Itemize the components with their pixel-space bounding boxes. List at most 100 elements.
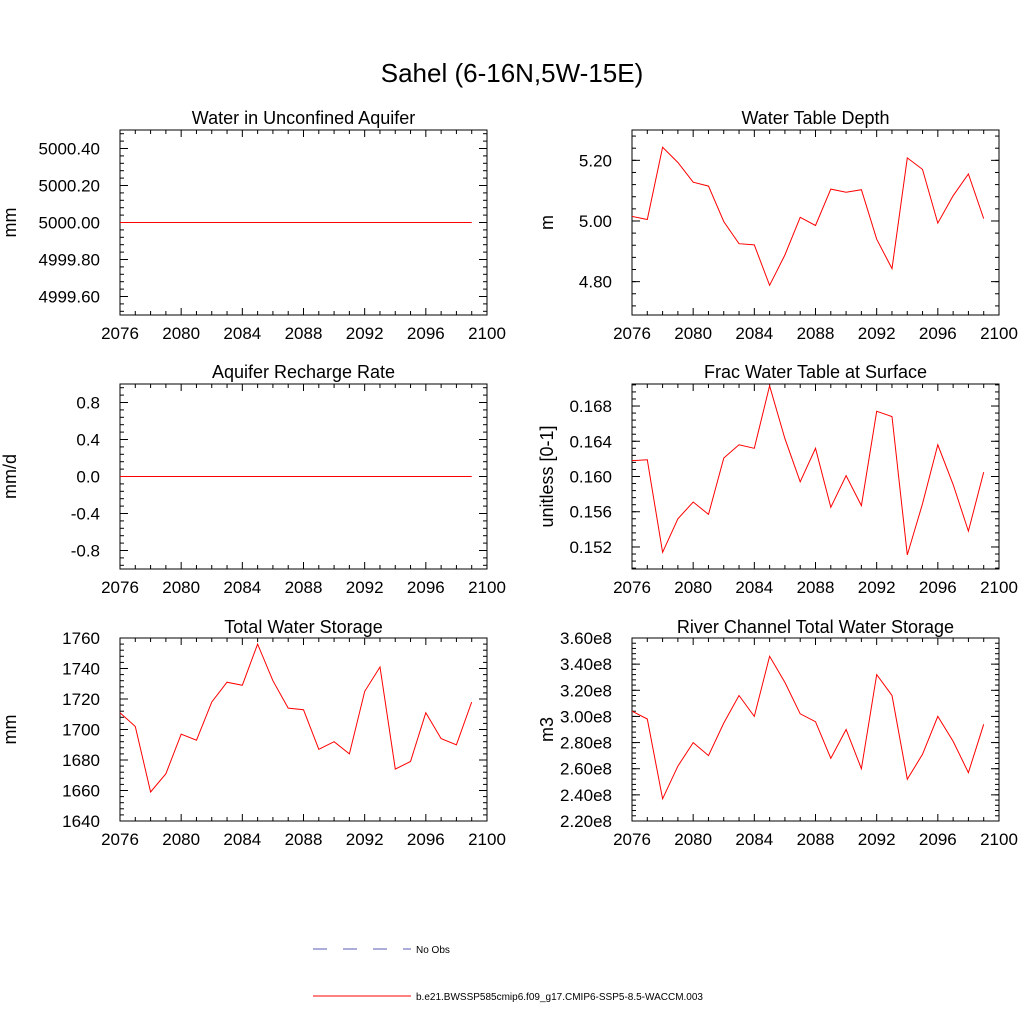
- data-point: [395, 769, 396, 770]
- y-tick-label: 5.20: [579, 151, 612, 170]
- data-point: [953, 484, 954, 485]
- y-tick-label: 4999.80: [39, 251, 100, 270]
- x-tick-label: 2076: [613, 578, 651, 597]
- data-point: [769, 656, 770, 657]
- data-point: [119, 476, 120, 477]
- data-point: [937, 444, 938, 445]
- data-point: [922, 503, 923, 504]
- series-line: [631, 654, 985, 801]
- data-point: [318, 476, 319, 477]
- data-point: [693, 501, 694, 502]
- data-point: [272, 222, 273, 223]
- data-point: [288, 708, 289, 709]
- y-tick-label: 3.00e8: [560, 707, 612, 726]
- y-tick-label: 2.60e8: [560, 760, 612, 779]
- data-point: [907, 779, 908, 780]
- data-point: [830, 758, 831, 759]
- data-point: [196, 740, 197, 741]
- data-point: [876, 239, 877, 240]
- data-point: [968, 173, 969, 174]
- data-point: [693, 742, 694, 743]
- x-tick-label: 2100: [980, 324, 1018, 343]
- data-point: [800, 481, 801, 482]
- data-point: [677, 162, 678, 163]
- x-tick-label: 2080: [674, 830, 712, 849]
- data-point: [983, 218, 984, 219]
- y-axis-title: mm: [0, 715, 20, 745]
- data-point: [968, 772, 969, 773]
- data-point: [907, 554, 908, 555]
- data-point: [288, 476, 289, 477]
- data-point: [738, 243, 739, 244]
- y-tick-label: -0.8: [71, 542, 100, 561]
- data-point: [379, 666, 380, 667]
- y-tick-label: 3.20e8: [560, 681, 612, 700]
- y-tick-label: 4999.60: [39, 288, 100, 307]
- y-axis-title: mm: [0, 208, 20, 238]
- data-point: [983, 471, 984, 472]
- legend-label-model-run: b.e21.BWSSP585cmip6.f09_g17.CMIP6-SSP5-8…: [416, 992, 703, 1003]
- data-point: [333, 222, 334, 223]
- data-point: [441, 476, 442, 477]
- plot-frame: [119, 637, 488, 822]
- y-tick-label: 0.152: [569, 538, 612, 557]
- data-point: [631, 460, 632, 461]
- data-point: [410, 476, 411, 477]
- x-tick-label: 2076: [101, 324, 139, 343]
- legend-item-no-obs: No Obs: [313, 945, 450, 956]
- data-point: [471, 222, 472, 223]
- x-tick-label: 2092: [858, 324, 896, 343]
- data-point: [647, 459, 648, 460]
- data-point: [631, 216, 632, 217]
- data-point: [333, 476, 334, 477]
- data-point: [861, 505, 862, 506]
- data-point: [441, 222, 442, 223]
- data-point: [150, 222, 151, 223]
- data-point: [815, 721, 816, 722]
- data-point: [303, 476, 304, 477]
- x-tick-label: 2100: [468, 578, 506, 597]
- data-point: [738, 695, 739, 696]
- figure-title: Sahel (6-16N,5W-15E): [381, 58, 644, 88]
- y-axis-title: m: [537, 215, 557, 230]
- x-tick-label: 2088: [797, 578, 835, 597]
- data-point: [226, 682, 227, 683]
- data-point: [754, 716, 755, 717]
- data-point: [349, 222, 350, 223]
- data-point: [631, 711, 632, 712]
- data-point: [861, 189, 862, 190]
- panel-title: Total Water Storage: [224, 617, 382, 637]
- x-tick-label: 2100: [980, 830, 1018, 849]
- panel-title: Water in Unconfined Aquifer: [192, 108, 415, 128]
- x-tick-label: 2080: [674, 578, 712, 597]
- x-tick-label: 2100: [468, 324, 506, 343]
- y-axis-title: mm/d: [0, 454, 20, 499]
- data-point: [723, 457, 724, 458]
- data-point: [784, 254, 785, 255]
- y-tick-label: 2.80e8: [560, 734, 612, 753]
- x-tick-label: 2092: [346, 324, 384, 343]
- data-point: [708, 514, 709, 515]
- data-point: [425, 476, 426, 477]
- x-tick-label: 2084: [735, 324, 773, 343]
- data-point: [425, 712, 426, 713]
- data-point: [983, 724, 984, 725]
- data-point: [165, 773, 166, 774]
- data-point: [456, 744, 457, 745]
- x-tick-label: 2084: [223, 578, 261, 597]
- data-point: [922, 754, 923, 755]
- x-tick-label: 2096: [407, 324, 445, 343]
- x-tick-label: 2084: [223, 830, 261, 849]
- x-tick-label: 2096: [407, 830, 445, 849]
- series-line: [631, 383, 985, 556]
- y-tick-label: 5000.40: [39, 140, 100, 159]
- y-tick-label: 0.4: [76, 431, 100, 450]
- y-tick-label: 5.00: [579, 212, 612, 231]
- data-point: [379, 222, 380, 223]
- data-point: [318, 222, 319, 223]
- data-point: [953, 195, 954, 196]
- y-tick-label: 2.20e8: [560, 812, 612, 831]
- x-tick-label: 2088: [285, 830, 323, 849]
- y-tick-label: 0.160: [569, 468, 612, 487]
- x-tick-label: 2100: [980, 578, 1018, 597]
